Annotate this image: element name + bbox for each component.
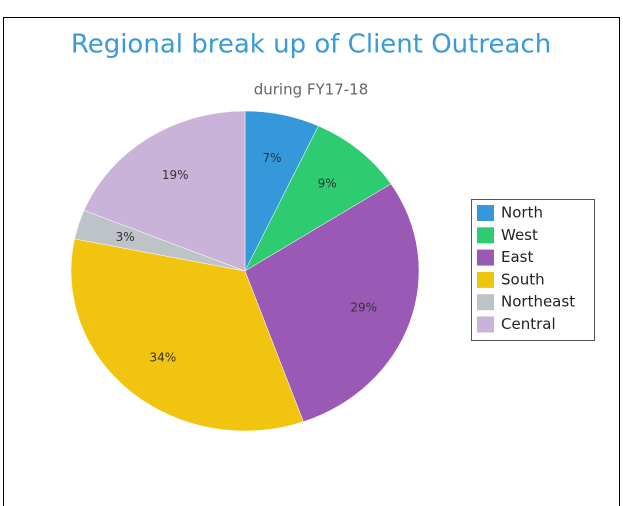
legend-label: West: [501, 226, 538, 244]
pie-slice: [83, 110, 246, 272]
pie-slice: [70, 238, 304, 432]
legend-swatch: [477, 294, 494, 311]
pie-slice: [244, 183, 420, 423]
legend-label: East: [501, 248, 533, 266]
data-label: 9%: [318, 177, 337, 191]
legend-swatch: [477, 227, 494, 244]
legend-swatch: [477, 316, 494, 333]
data-label: 34%: [149, 350, 176, 364]
data-label: 19%: [162, 168, 189, 182]
legend-swatch: [477, 249, 494, 266]
pie-slice: [244, 125, 392, 272]
legend-label: Central: [501, 315, 556, 333]
frame: [3, 17, 620, 506]
chart-subtitle: during FY17-18: [254, 81, 369, 99]
legend-swatch: [477, 205, 494, 221]
legend-label: Northeast: [501, 293, 575, 311]
data-label: 29%: [350, 300, 377, 314]
legend-swatch: [477, 271, 494, 288]
legend-label: South: [501, 270, 545, 288]
chart-title: Regional break up of Client Outreach: [71, 30, 551, 60]
data-label: 3%: [116, 230, 135, 244]
legend-label: North: [501, 204, 543, 222]
data-label: 7%: [263, 151, 282, 165]
